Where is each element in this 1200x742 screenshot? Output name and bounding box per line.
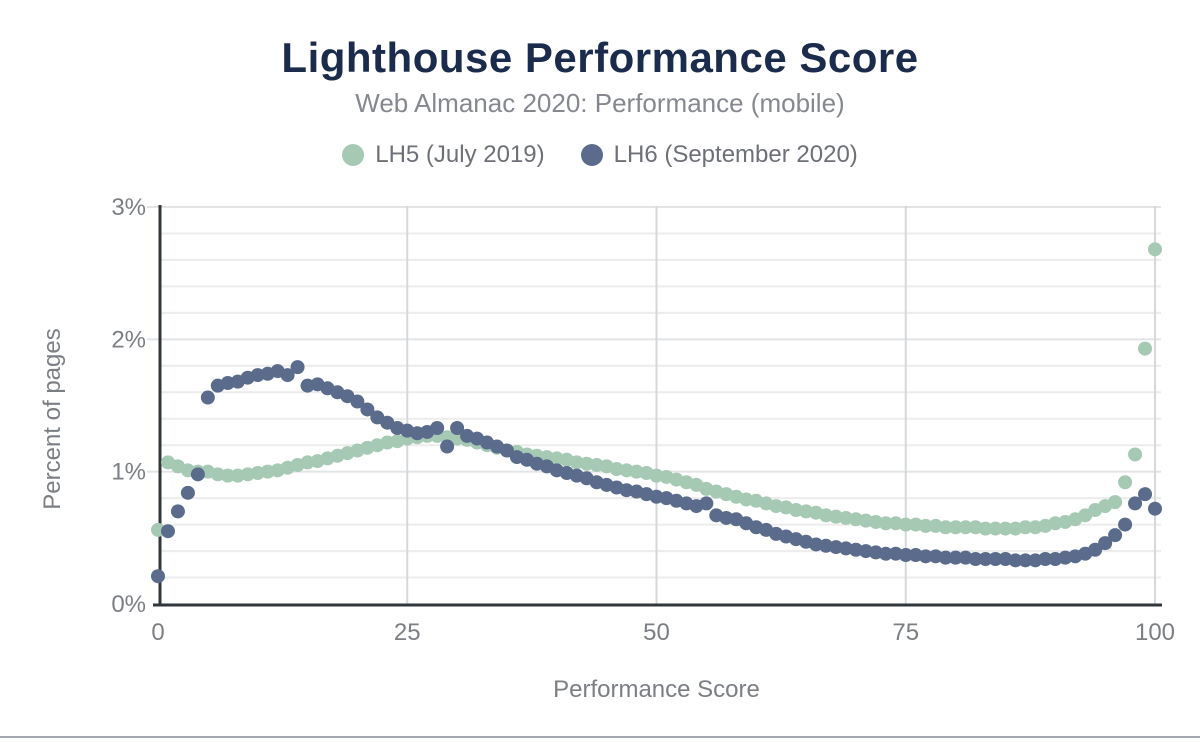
y-tick-label: 2% — [111, 326, 146, 353]
data-point[interactable] — [200, 390, 215, 405]
data-point[interactable] — [440, 439, 455, 454]
data-point[interactable] — [1128, 447, 1143, 462]
chart-title: Lighthouse Performance Score — [281, 34, 919, 81]
horizontal-gridlines — [147, 206, 1161, 579]
data-point[interactable] — [170, 504, 185, 519]
x-axis-title: Performance Score — [553, 676, 760, 703]
y-tick-label: 3% — [111, 194, 146, 221]
data-point[interactable] — [978, 552, 993, 567]
x-tick-label: 75 — [892, 619, 919, 646]
data-point[interactable] — [988, 552, 1003, 567]
data-point[interactable] — [1018, 520, 1033, 535]
legend: LH5 (July 2019) LH6 (September 2020) — [0, 141, 1200, 169]
data-point[interactable] — [180, 485, 195, 500]
legend-label-lh6: LH6 (September 2020) — [613, 141, 858, 168]
data-point[interactable] — [1108, 495, 1123, 510]
data-point[interactable] — [948, 520, 963, 535]
y-tick-label: 1% — [111, 459, 146, 486]
data-point[interactable] — [151, 569, 165, 584]
data-point[interactable] — [938, 550, 953, 565]
data-point[interactable] — [1118, 475, 1133, 490]
lh5-series-swatch-icon — [342, 144, 365, 166]
series-lh5-points — [151, 242, 1162, 537]
data-point[interactable] — [938, 520, 953, 535]
data-point[interactable] — [1138, 487, 1153, 502]
data-point[interactable] — [1148, 501, 1162, 516]
data-point[interactable] — [1128, 496, 1143, 511]
data-point[interactable] — [878, 516, 893, 531]
data-point[interactable] — [898, 548, 913, 563]
data-point[interactable] — [1008, 553, 1023, 568]
legend-label-lh5: LH5 (July 2019) — [375, 141, 545, 168]
data-point[interactable] — [948, 550, 963, 565]
data-point[interactable] — [978, 521, 993, 536]
vertical-gridlines — [406, 206, 1156, 604]
data-point[interactable] — [1088, 542, 1103, 557]
x-tick-label: 25 — [394, 619, 421, 646]
x-tick-label: 100 — [1135, 619, 1175, 646]
data-point[interactable] — [280, 368, 295, 383]
data-point[interactable] — [898, 517, 913, 532]
y-tick-label: 0% — [111, 591, 146, 618]
data-point[interactable] — [360, 402, 375, 417]
data-point[interactable] — [190, 467, 205, 482]
data-point[interactable] — [430, 420, 445, 435]
data-point[interactable] — [290, 360, 305, 375]
data-point[interactable] — [1018, 553, 1033, 568]
x-tick-label: 50 — [643, 619, 670, 646]
data-point[interactable] — [1098, 536, 1113, 551]
data-point[interactable] — [1108, 528, 1123, 543]
data-point[interactable] — [918, 549, 933, 564]
y-axis-title: Percent of pages — [39, 328, 66, 510]
page-divider — [0, 736, 1200, 738]
data-point[interactable] — [968, 552, 983, 567]
data-point[interactable] — [988, 521, 1003, 536]
legend-item-lh5[interactable]: LH5 (July 2019) — [342, 141, 545, 169]
data-point[interactable] — [160, 524, 175, 539]
data-point[interactable] — [1038, 552, 1053, 567]
data-point[interactable] — [699, 496, 714, 511]
legend-item-lh6[interactable]: LH6 (September 2020) — [580, 141, 858, 169]
x-tick-label: 0 — [151, 619, 164, 646]
data-point[interactable] — [350, 394, 365, 409]
data-point[interactable] — [1148, 242, 1162, 257]
data-point[interactable] — [958, 520, 973, 535]
data-point[interactable] — [918, 518, 933, 533]
series-lh6-points — [151, 360, 1162, 584]
data-point[interactable] — [998, 521, 1013, 536]
tick-labels: 0% 1% 2% 3% 0 25 50 75 100 — [111, 194, 1175, 646]
data-point[interactable] — [1138, 341, 1153, 356]
data-point[interactable] — [499, 443, 514, 458]
data-point[interactable] — [878, 546, 893, 561]
axes — [153, 205, 1162, 607]
lh6-series-swatch-icon — [580, 144, 603, 166]
data-point[interactable] — [1118, 517, 1133, 532]
data-point[interactable] — [220, 468, 235, 483]
chart-subtitle: Web Almanac 2020: Performance (mobile) — [355, 88, 845, 118]
data-point[interactable] — [450, 420, 465, 435]
